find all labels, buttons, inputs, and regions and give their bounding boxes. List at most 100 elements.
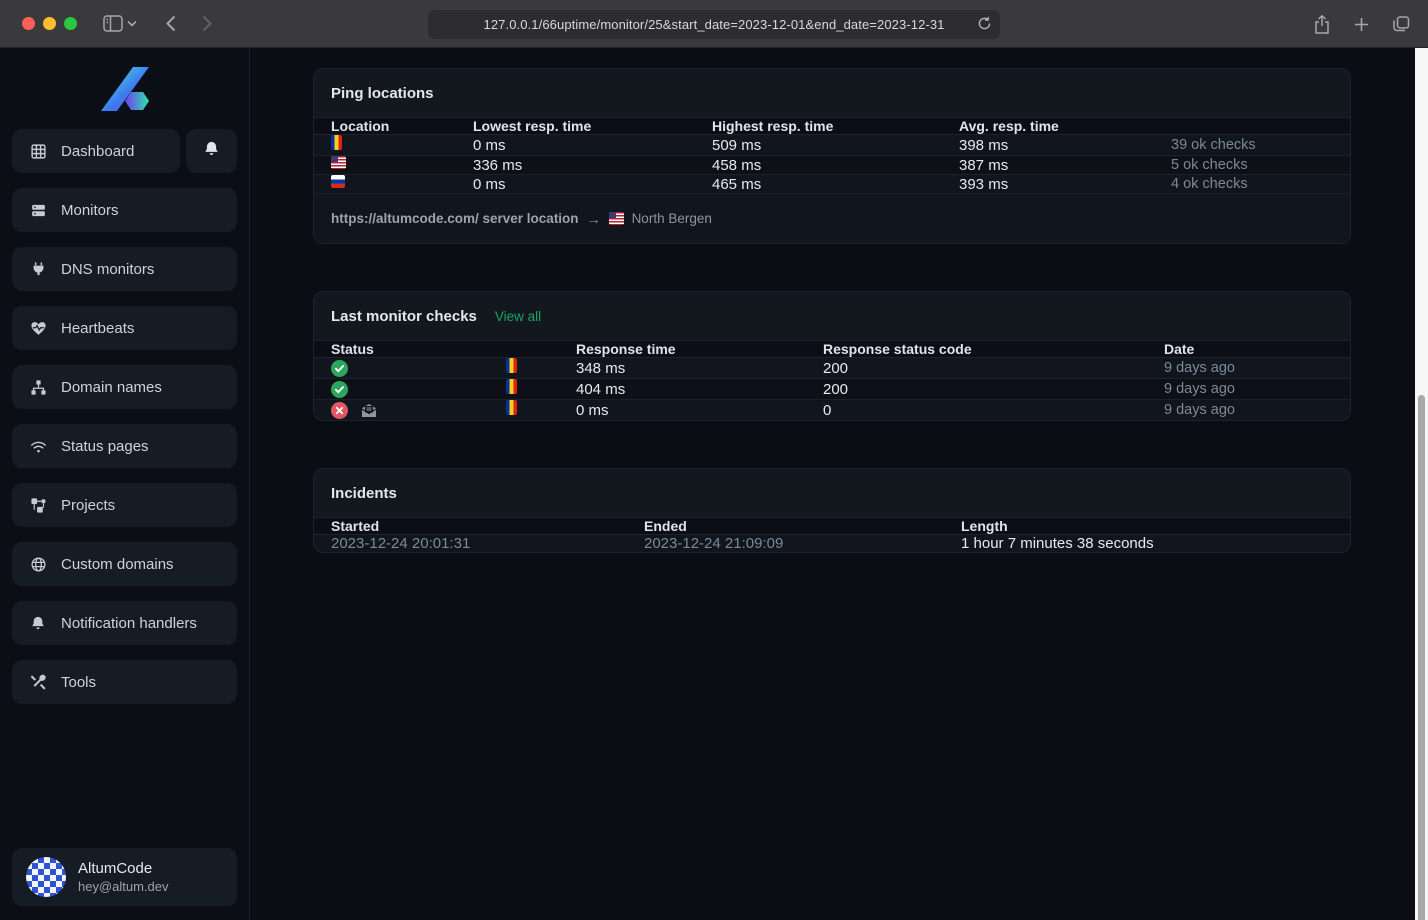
sidebar-item-label: Notification handlers <box>61 614 197 632</box>
tools-icon <box>29 673 47 691</box>
status-down-icon <box>331 401 348 419</box>
response-time: 348 ms <box>576 359 626 377</box>
incidents-title: Incidents <box>331 484 397 502</box>
reload-icon[interactable] <box>978 16 991 31</box>
notifications-button[interactable] <box>186 129 237 173</box>
sidebar-toggle-icon[interactable] <box>103 15 123 32</box>
user-email: hey@altum.dev <box>78 879 169 894</box>
highest-value: 465 ms <box>712 175 762 193</box>
server-icon <box>29 201 47 219</box>
column-lowest: Lowest resp. time <box>473 118 592 134</box>
table-row: 0 ms 465 ms 393 ms 4 ok checks <box>314 174 1350 193</box>
address-bar[interactable]: 127.0.0.1/66uptime/monitor/25&start_date… <box>428 10 1000 39</box>
sidebar-item-label: Domain names <box>61 378 162 396</box>
tab-overview-icon[interactable] <box>1393 16 1410 32</box>
status-up-icon <box>331 359 348 377</box>
romania-flag-icon <box>331 135 342 150</box>
status-code: 200 <box>823 359 849 377</box>
zoom-window-button[interactable] <box>64 17 77 30</box>
response-time: 404 ms <box>576 380 626 398</box>
status-code: 0 <box>823 401 832 419</box>
ok-checks: 5 ok checks <box>1171 157 1248 173</box>
forward-button[interactable] <box>202 15 213 32</box>
sidebar-item-monitors[interactable]: Monitors <box>12 188 237 232</box>
minimize-window-button[interactable] <box>43 17 56 30</box>
highest-value: 509 ms <box>712 136 762 154</box>
back-button[interactable] <box>165 15 176 32</box>
avatar <box>26 857 66 897</box>
grid-icon <box>29 142 47 160</box>
server-city: North Bergen <box>631 211 712 226</box>
check-date: 9 days ago <box>1164 381 1235 397</box>
incidents-table-header: Started Ended Length <box>314 517 1350 535</box>
sidebar-item-dashboard[interactable]: Dashboard <box>12 129 180 173</box>
incident-started: 2023-12-24 20:01:31 <box>331 535 471 552</box>
sidebar-item-label: DNS monitors <box>61 260 155 278</box>
server-location-label: https://altumcode.com/ server location <box>331 211 579 226</box>
lowest-value: 0 ms <box>473 175 506 193</box>
sidebar-item-heartbeats[interactable]: Heartbeats <box>12 306 237 350</box>
sidebar-item-custom-domains[interactable]: Custom domains <box>12 542 237 586</box>
chevron-down-icon[interactable] <box>127 20 137 27</box>
sidebar-item-dns-monitors[interactable]: DNS monitors <box>12 247 237 291</box>
sidebar-item-domain-names[interactable]: Domain names <box>12 365 237 409</box>
server-location-footer: https://altumcode.com/ server location →… <box>314 193 1350 243</box>
sidebar-item-status-pages[interactable]: Status pages <box>12 424 237 468</box>
romania-flag-icon <box>506 358 517 373</box>
browser-chrome: 127.0.0.1/66uptime/monitor/25&start_date… <box>0 0 1428 48</box>
view-all-link[interactable]: View all <box>494 308 542 324</box>
incident-ended: 2023-12-24 21:09:09 <box>644 535 784 552</box>
table-row: 404 ms 200 9 days ago <box>314 378 1350 399</box>
app-logo <box>100 67 149 111</box>
column-length: Length <box>961 518 1008 534</box>
arrow-right-icon: → <box>586 210 601 227</box>
user-account[interactable]: AltumCode hey@altum.dev <box>12 848 237 906</box>
last-monitor-checks-card: Last monitor checks View all Status Resp… <box>313 291 1351 421</box>
sidebar-item-notification-handlers[interactable]: Notification handlers <box>12 601 237 645</box>
table-row: 2023-12-24 20:01:31 2023-12-24 21:09:09 … <box>314 535 1350 552</box>
bell-icon <box>203 140 220 163</box>
usa-flag-icon <box>331 156 346 169</box>
romania-flag-icon <box>506 400 517 415</box>
incident-length: 1 hour 7 minutes 38 seconds <box>961 535 1154 552</box>
scrollbar-thumb[interactable] <box>1418 395 1425 920</box>
column-ended: Ended <box>644 518 687 534</box>
column-started: Started <box>331 518 380 534</box>
usa-flag-icon <box>608 212 624 225</box>
plug-icon <box>29 260 47 278</box>
ok-checks: 39 ok checks <box>1171 137 1256 153</box>
close-window-button[interactable] <box>22 17 35 30</box>
table-row: 0 ms 509 ms 398 ms 39 ok checks <box>314 135 1350 155</box>
bell-icon <box>29 614 47 632</box>
wifi-icon <box>29 437 47 455</box>
sidebar-item-label: Projects <box>61 496 116 514</box>
response-time: 0 ms <box>576 401 609 419</box>
romania-flag-icon <box>506 379 517 394</box>
avg-value: 398 ms <box>959 136 1009 154</box>
status-code: 200 <box>823 380 849 398</box>
column-status-code: Response status code <box>823 341 972 357</box>
sidebar-item-label: Status pages <box>61 437 149 455</box>
check-date: 9 days ago <box>1164 402 1235 418</box>
table-row: 0 ms 0 9 days ago <box>314 399 1350 420</box>
checks-table-header: Status Response time Response status cod… <box>314 340 1350 358</box>
share-icon[interactable] <box>1314 14 1330 34</box>
column-status: Status <box>331 341 374 357</box>
url-text: 127.0.0.1/66uptime/monitor/25&start_date… <box>483 17 945 32</box>
table-row: 348 ms 200 9 days ago <box>314 358 1350 378</box>
sidebar-item-label: Tools <box>61 673 97 691</box>
heartbeat-icon <box>29 319 47 337</box>
check-date: 9 days ago <box>1164 360 1235 376</box>
last-checks-title: Last monitor checks <box>331 307 477 325</box>
table-row: 336 ms 458 ms 387 ms 5 ok checks <box>314 155 1350 174</box>
sidebar-item-tools[interactable]: Tools <box>12 660 237 704</box>
sidebar-item-projects[interactable]: Projects <box>12 483 237 527</box>
sidebar-item-label: Monitors <box>61 201 119 219</box>
column-highest: Highest resp. time <box>712 118 834 134</box>
diagram-icon <box>29 496 47 514</box>
sidebar: Dashboard Monitors <box>0 48 250 920</box>
ping-table-header: Location Lowest resp. time Highest resp.… <box>314 117 1350 135</box>
sidebar-item-label: Custom domains <box>61 555 174 573</box>
new-tab-icon[interactable] <box>1354 17 1369 32</box>
error-message-icon[interactable] <box>361 402 377 418</box>
